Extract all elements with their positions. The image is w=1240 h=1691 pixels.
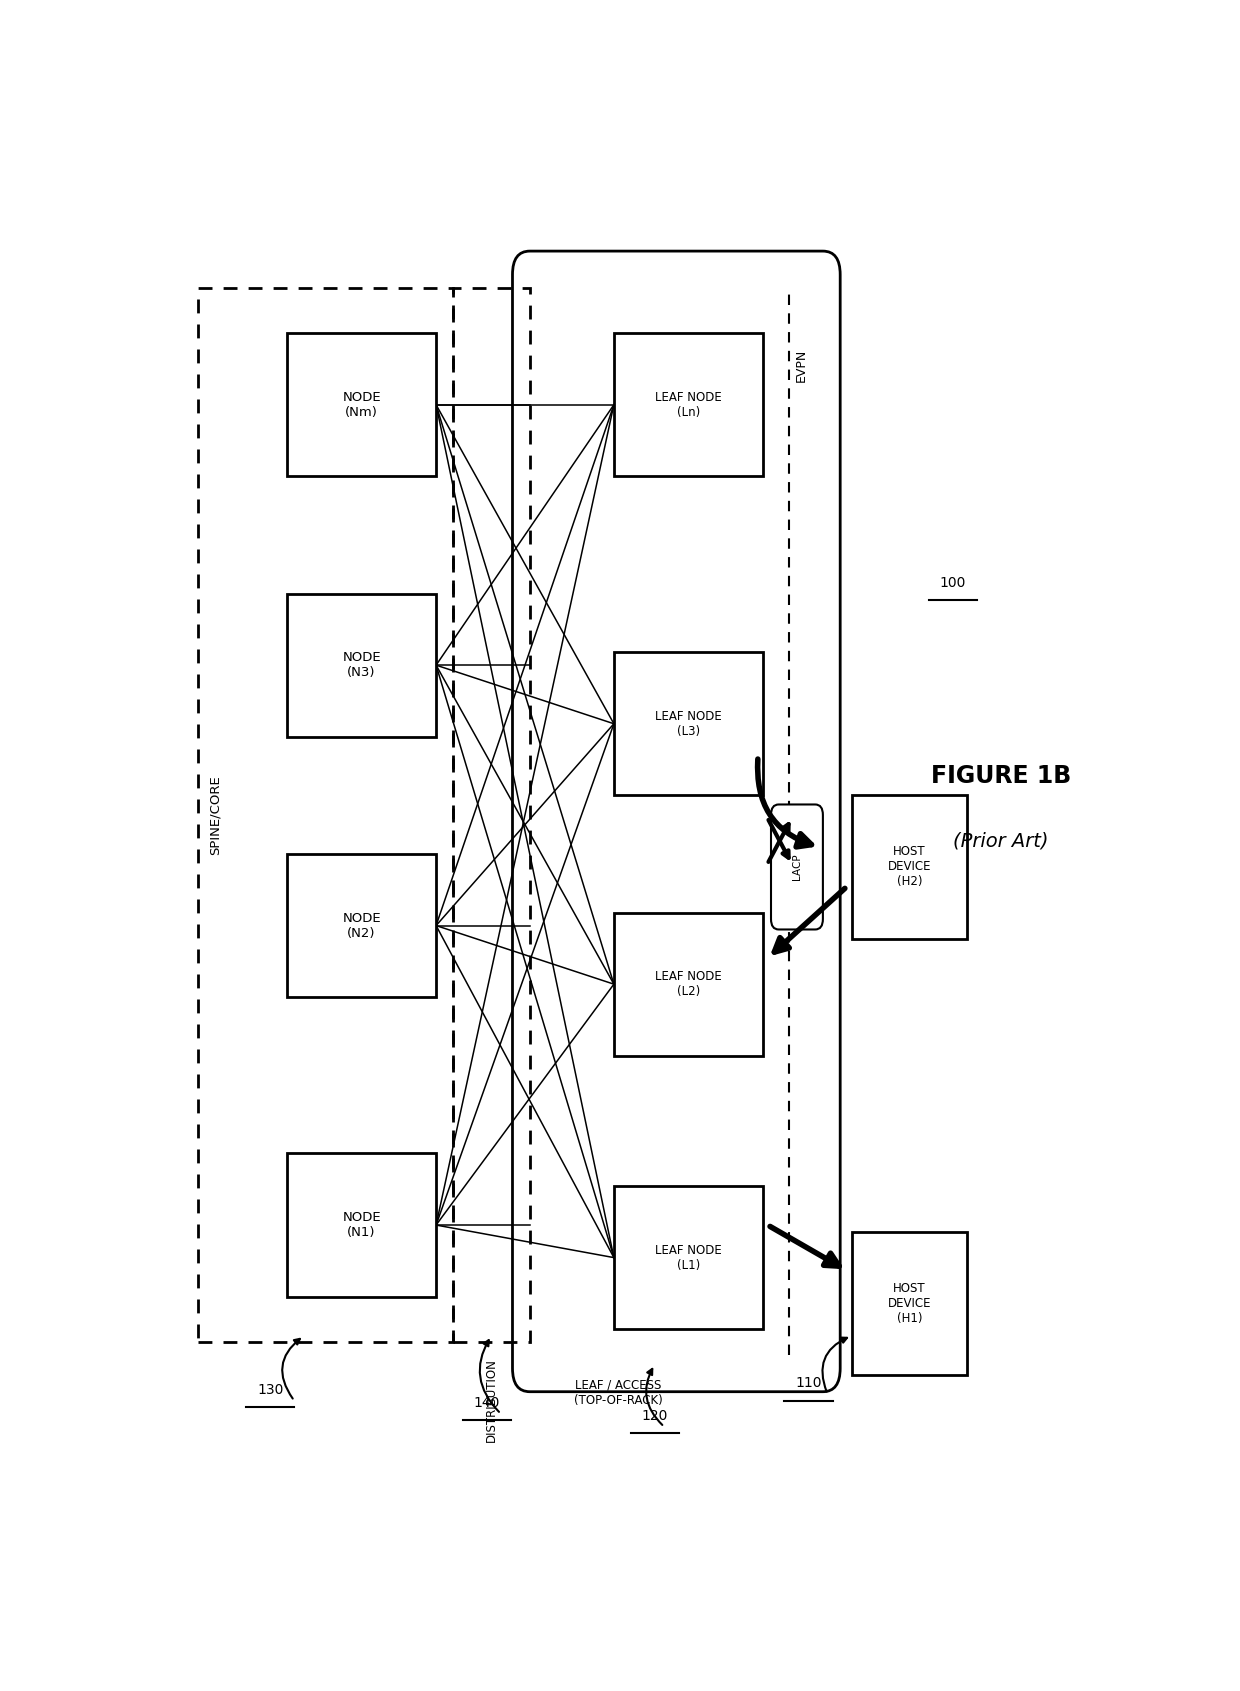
FancyBboxPatch shape	[288, 333, 436, 477]
FancyBboxPatch shape	[852, 795, 967, 939]
Text: LEAF NODE
(L3): LEAF NODE (L3)	[655, 710, 722, 737]
Text: EVPN: EVPN	[795, 348, 807, 382]
FancyBboxPatch shape	[614, 653, 763, 795]
FancyBboxPatch shape	[771, 805, 823, 930]
Text: LEAF NODE
(L2): LEAF NODE (L2)	[655, 971, 722, 998]
Text: NODE
(N2): NODE (N2)	[342, 911, 381, 940]
Text: NODE
(Nm): NODE (Nm)	[342, 391, 381, 419]
Text: 110: 110	[795, 1376, 822, 1390]
Text: NODE
(N1): NODE (N1)	[342, 1211, 381, 1240]
Text: 140: 140	[474, 1397, 500, 1410]
FancyBboxPatch shape	[614, 1185, 763, 1329]
Text: (Prior Art): (Prior Art)	[952, 832, 1049, 851]
Text: 120: 120	[641, 1409, 668, 1422]
FancyBboxPatch shape	[614, 913, 763, 1055]
FancyBboxPatch shape	[852, 1231, 967, 1375]
FancyBboxPatch shape	[288, 854, 436, 998]
Text: DISTRIBUTION: DISTRIBUTION	[485, 1358, 497, 1442]
Text: 130: 130	[257, 1383, 284, 1397]
Text: HOST
DEVICE
(H2): HOST DEVICE (H2)	[888, 846, 931, 888]
FancyBboxPatch shape	[512, 250, 841, 1392]
Text: HOST
DEVICE
(H1): HOST DEVICE (H1)	[888, 1282, 931, 1324]
Text: 100: 100	[940, 575, 966, 590]
Text: LEAF NODE
(L1): LEAF NODE (L1)	[655, 1243, 722, 1272]
FancyBboxPatch shape	[614, 333, 763, 477]
Text: LACP: LACP	[792, 854, 802, 881]
Text: SPINE/CORE: SPINE/CORE	[210, 774, 222, 854]
Text: LEAF / ACCESS
(TOP-OF-RACK): LEAF / ACCESS (TOP-OF-RACK)	[574, 1378, 663, 1407]
FancyBboxPatch shape	[288, 594, 436, 737]
Text: FIGURE 1B: FIGURE 1B	[930, 764, 1071, 788]
Text: NODE
(N3): NODE (N3)	[342, 651, 381, 680]
Text: LEAF NODE
(Ln): LEAF NODE (Ln)	[655, 391, 722, 419]
FancyBboxPatch shape	[288, 1153, 436, 1297]
